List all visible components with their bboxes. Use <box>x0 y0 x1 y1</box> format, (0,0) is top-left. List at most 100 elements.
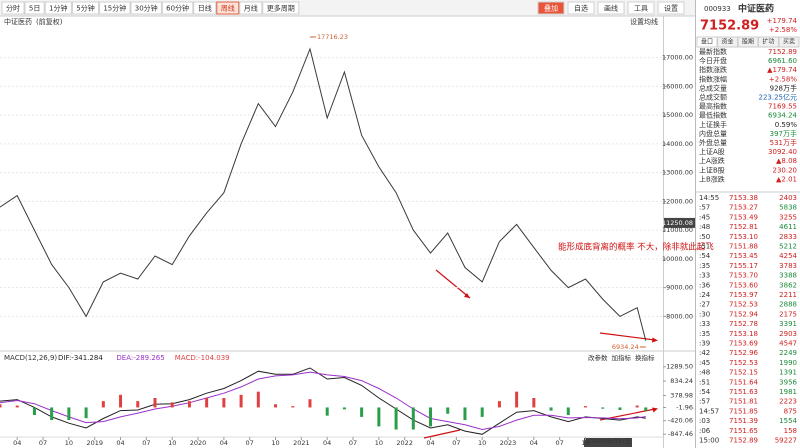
tool-button[interactable]: 自选 <box>574 4 588 13</box>
x-tick-label: 10 <box>65 439 73 447</box>
ma-setting[interactable]: 设置均线 <box>630 17 658 26</box>
tick-volume: 2403 <box>779 194 797 202</box>
tick-volume: 2223 <box>779 398 797 406</box>
x-tick-label: 10 <box>375 439 383 447</box>
macd-bar <box>222 397 226 408</box>
panel-tab[interactable]: 扩功 <box>762 38 774 46</box>
indicator-button[interactable]: 加指标 <box>612 353 632 362</box>
period-tab[interactable]: 周线 <box>221 4 235 13</box>
period-tab-bg[interactable] <box>44 1 72 15</box>
tick-time: :06 <box>699 427 711 435</box>
period-tab[interactable]: 更多周期 <box>267 4 295 13</box>
quote-value: 6961.60 <box>768 57 797 65</box>
tick-volume: 1554 <box>779 417 797 425</box>
crosshair-box <box>664 217 695 228</box>
tick-time: :57 <box>699 398 710 406</box>
macd-bar <box>187 401 191 408</box>
period-tab[interactable]: 5分钟 <box>76 4 94 13</box>
indicator-button[interactable]: 改参数 <box>588 353 608 362</box>
quote-panel <box>696 0 800 448</box>
quote-label: 总成交额 <box>699 93 727 102</box>
tool-button[interactable]: 工具 <box>634 5 648 13</box>
tool-button-bg[interactable] <box>567 1 595 15</box>
macd-bar <box>153 397 157 408</box>
tool-button[interactable]: 叠加 <box>544 4 558 13</box>
chart-subtitle: (前复权) <box>36 17 63 26</box>
tick-volume: 3255 <box>779 213 797 221</box>
period-tab[interactable]: 分时 <box>6 4 20 13</box>
tool-button-bg[interactable] <box>657 1 685 15</box>
macd-bar <box>239 394 243 408</box>
tick-price: 7151.63 <box>729 388 758 396</box>
y-tick-label: -1.96 <box>676 404 693 412</box>
x-tick-label: 2020 <box>190 439 207 447</box>
tick-time: :51 <box>699 243 710 251</box>
tool-button[interactable]: 设置 <box>664 4 678 13</box>
period-tab-bg[interactable] <box>130 1 162 15</box>
macd-bar <box>32 407 36 416</box>
quote-label: 最新指数 <box>699 47 727 56</box>
period-tab-bg[interactable] <box>1 1 25 15</box>
period-tab[interactable]: 月线 <box>244 4 258 13</box>
quote-label: 上证B股 <box>699 165 725 174</box>
quote-value: 223.25亿元 <box>759 93 798 102</box>
period-tab-bg[interactable] <box>71 1 100 15</box>
y-tick-label: 10000.00 <box>662 255 693 263</box>
y-tick-label: 8000.00 <box>666 312 693 320</box>
period-tab[interactable]: 日线 <box>198 4 212 13</box>
price-change-pct: +2.58% <box>769 26 797 34</box>
tick-time: :30 <box>699 310 710 318</box>
period-tab[interactable]: 60分钟 <box>166 4 189 13</box>
macd-bar <box>67 407 71 421</box>
panel-tab[interactable]: 资金 <box>721 38 733 46</box>
tick-price: 7155.17 <box>729 262 758 270</box>
tick-volume: 2903 <box>779 330 797 338</box>
tick-price: 7151.64 <box>729 378 758 386</box>
panel-tab[interactable]: 股期 <box>742 38 754 46</box>
quote-value: 928万手 <box>770 83 797 92</box>
y-tick-label: 12000.00 <box>662 197 693 205</box>
y-tick-label: 13000.00 <box>662 169 693 177</box>
period-tab[interactable]: 15分钟 <box>103 4 126 13</box>
tick-volume: 2833 <box>779 233 797 241</box>
period-tab[interactable]: 5日 <box>29 5 40 13</box>
tool-button-bg[interactable] <box>597 1 625 15</box>
period-tab-bg[interactable] <box>216 1 240 15</box>
period-tab-bg[interactable] <box>262 1 300 15</box>
y-tick-label: -847.46 <box>668 430 693 438</box>
panel-tab[interactable]: 买卖 <box>783 38 795 46</box>
tick-volume: 2175 <box>779 310 797 318</box>
indicator-button[interactable]: 换指标 <box>635 353 655 362</box>
period-tab-bg[interactable] <box>161 1 194 15</box>
period-tab-bg[interactable] <box>193 1 217 15</box>
quote-value: ▲179.74 <box>767 66 797 74</box>
x-tick-label: 07 <box>452 439 460 447</box>
tick-price: 7153.60 <box>729 281 758 289</box>
macd-bar <box>291 406 295 408</box>
period-tab-bg[interactable] <box>239 1 263 15</box>
stock-code: 000933 <box>704 5 731 13</box>
tick-volume: 4611 <box>779 223 797 231</box>
period-tab[interactable]: 30分钟 <box>135 4 158 13</box>
tool-button-bg[interactable] <box>627 1 655 15</box>
panel-tab[interactable]: 盘口 <box>701 38 713 46</box>
tick-volume: 5838 <box>779 204 797 212</box>
tool-button-bg[interactable] <box>537 1 565 15</box>
x-tick-label: 07 <box>39 439 47 447</box>
panel-tab-bg[interactable] <box>778 36 800 48</box>
tool-button[interactable]: 画线 <box>604 4 618 13</box>
period-tab-bg[interactable] <box>99 1 131 15</box>
arrow <box>435 269 471 299</box>
macd-bar <box>515 391 519 408</box>
y-tick-label: 15000.00 <box>662 111 693 119</box>
period-tab[interactable]: 1分钟 <box>49 4 67 13</box>
period-tab-bg[interactable] <box>24 1 45 15</box>
x-tick-label: 07 <box>246 439 254 447</box>
macd-bar <box>84 407 88 419</box>
quote-value: 0.59% <box>775 121 798 129</box>
x-tick-label: 2021 <box>293 439 310 447</box>
macd-bar <box>308 399 312 408</box>
macd-bar <box>532 397 536 408</box>
tick-time: :33 <box>699 272 710 280</box>
macd-bar <box>256 391 260 408</box>
